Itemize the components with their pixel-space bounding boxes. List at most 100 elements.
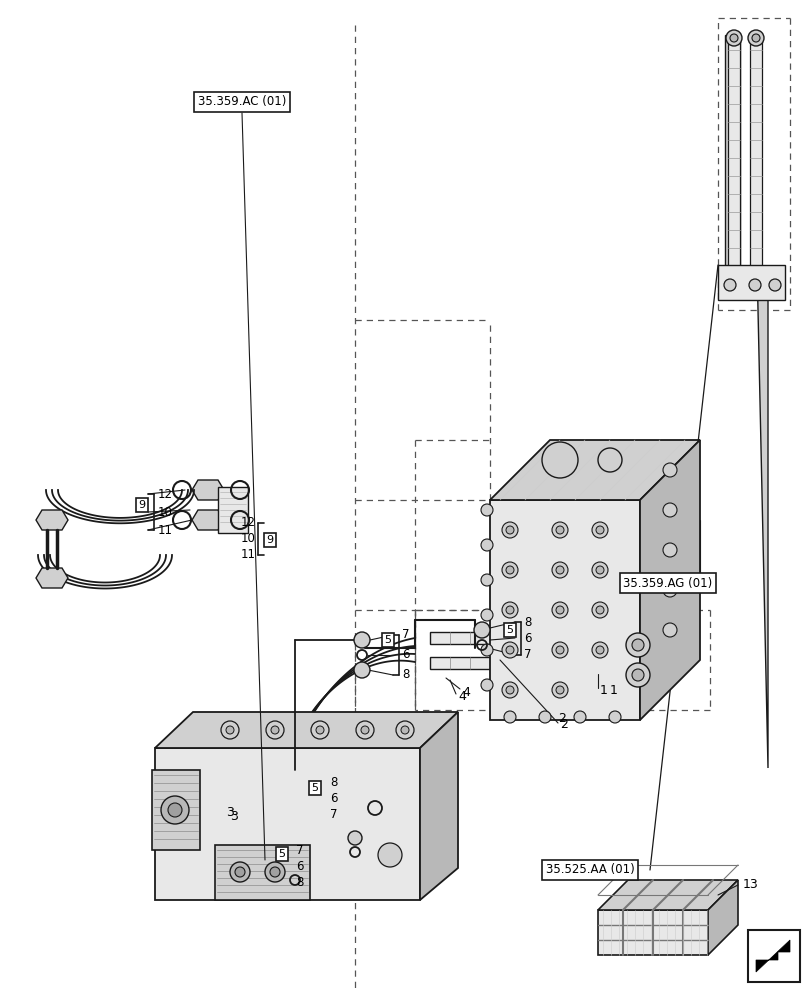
Polygon shape: [752, 35, 768, 768]
Circle shape: [539, 711, 551, 723]
Circle shape: [354, 632, 370, 648]
Circle shape: [506, 606, 514, 614]
Circle shape: [481, 539, 493, 551]
Polygon shape: [756, 940, 790, 972]
Text: 7: 7: [330, 808, 338, 822]
Circle shape: [356, 721, 374, 739]
Text: 2: 2: [560, 718, 568, 732]
Circle shape: [270, 867, 280, 877]
Polygon shape: [36, 568, 68, 588]
Polygon shape: [155, 748, 420, 900]
Polygon shape: [750, 40, 762, 270]
Text: 10: 10: [158, 506, 173, 518]
Text: 4: 4: [462, 686, 470, 698]
Circle shape: [574, 711, 586, 723]
Polygon shape: [430, 632, 575, 644]
Text: 6: 6: [524, 632, 532, 645]
Circle shape: [542, 442, 578, 478]
Circle shape: [348, 831, 362, 845]
Polygon shape: [580, 660, 630, 690]
Circle shape: [221, 721, 239, 739]
Circle shape: [161, 796, 189, 824]
Circle shape: [266, 721, 284, 739]
Polygon shape: [274, 840, 296, 858]
Text: 12: 12: [241, 516, 256, 530]
Text: 6: 6: [402, 648, 410, 662]
Circle shape: [504, 711, 516, 723]
Circle shape: [552, 682, 568, 698]
Polygon shape: [344, 785, 368, 800]
Polygon shape: [598, 910, 708, 955]
Circle shape: [354, 662, 370, 678]
Text: 5: 5: [507, 625, 514, 635]
Circle shape: [474, 622, 490, 638]
Text: 5: 5: [279, 849, 285, 859]
Polygon shape: [192, 480, 224, 500]
Circle shape: [226, 726, 234, 734]
Circle shape: [230, 862, 250, 882]
Circle shape: [506, 646, 514, 654]
Text: 9: 9: [267, 535, 274, 545]
Circle shape: [502, 562, 518, 578]
Bar: [748, 930, 800, 982]
Circle shape: [632, 639, 644, 651]
Text: 11: 11: [241, 548, 256, 562]
Circle shape: [726, 30, 742, 46]
Circle shape: [609, 711, 621, 723]
Circle shape: [271, 726, 279, 734]
Text: 35.359.AG (01): 35.359.AG (01): [624, 576, 713, 589]
Polygon shape: [296, 858, 322, 874]
Circle shape: [556, 686, 564, 694]
Text: 8: 8: [330, 776, 338, 790]
Polygon shape: [192, 510, 224, 530]
Circle shape: [506, 566, 514, 574]
Text: 4: 4: [458, 690, 466, 704]
Circle shape: [596, 646, 604, 654]
Polygon shape: [490, 440, 700, 500]
Circle shape: [596, 566, 604, 574]
Polygon shape: [728, 40, 740, 270]
Text: 6: 6: [330, 792, 338, 806]
Circle shape: [663, 503, 677, 517]
Circle shape: [502, 642, 518, 658]
Circle shape: [626, 663, 650, 687]
Circle shape: [752, 34, 760, 42]
Polygon shape: [640, 440, 700, 720]
Text: 8: 8: [524, 615, 532, 629]
Circle shape: [311, 721, 329, 739]
Circle shape: [506, 526, 514, 534]
Circle shape: [552, 562, 568, 578]
Circle shape: [592, 642, 608, 658]
Circle shape: [556, 566, 564, 574]
Text: 8: 8: [402, 668, 410, 682]
Text: 12: 12: [158, 488, 173, 500]
Circle shape: [730, 34, 738, 42]
Polygon shape: [36, 510, 68, 530]
Text: 1: 1: [600, 684, 608, 696]
Circle shape: [481, 644, 493, 656]
Circle shape: [592, 522, 608, 538]
Circle shape: [556, 646, 564, 654]
Circle shape: [265, 862, 285, 882]
Text: 2: 2: [558, 712, 566, 724]
Circle shape: [626, 633, 650, 657]
Polygon shape: [152, 770, 200, 850]
Circle shape: [481, 504, 493, 516]
Circle shape: [552, 642, 568, 658]
Text: 35.525.AA (01): 35.525.AA (01): [545, 863, 634, 876]
Text: 7: 7: [524, 648, 532, 662]
Circle shape: [663, 463, 677, 477]
Text: 1: 1: [610, 684, 618, 696]
Polygon shape: [215, 845, 310, 900]
Polygon shape: [598, 880, 738, 910]
Circle shape: [502, 522, 518, 538]
Text: 3: 3: [230, 810, 238, 824]
Circle shape: [596, 606, 604, 614]
Circle shape: [316, 726, 324, 734]
Text: 7: 7: [296, 844, 304, 856]
Circle shape: [748, 30, 764, 46]
Circle shape: [663, 623, 677, 637]
Polygon shape: [718, 265, 785, 300]
Polygon shape: [490, 500, 640, 720]
Circle shape: [552, 522, 568, 538]
